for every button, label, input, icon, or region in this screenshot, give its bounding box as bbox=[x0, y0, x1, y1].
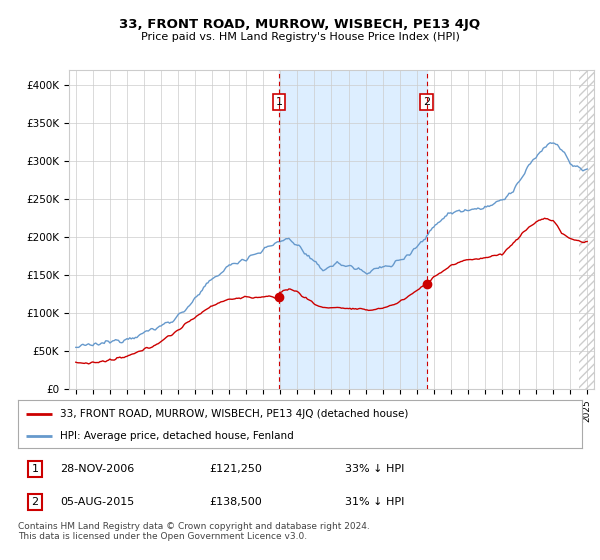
Text: £121,250: £121,250 bbox=[210, 464, 263, 474]
Text: 31% ↓ HPI: 31% ↓ HPI bbox=[345, 497, 404, 507]
Text: 1: 1 bbox=[31, 464, 38, 474]
Text: 2: 2 bbox=[423, 97, 430, 107]
Text: 05-AUG-2015: 05-AUG-2015 bbox=[60, 497, 134, 507]
Text: HPI: Average price, detached house, Fenland: HPI: Average price, detached house, Fenl… bbox=[60, 431, 294, 441]
Bar bbox=[578, 70, 594, 389]
Bar bbox=[279, 70, 427, 389]
Text: 28-NOV-2006: 28-NOV-2006 bbox=[60, 464, 134, 474]
Text: 1: 1 bbox=[275, 97, 283, 107]
Text: 33% ↓ HPI: 33% ↓ HPI bbox=[345, 464, 404, 474]
Text: Price paid vs. HM Land Registry's House Price Index (HPI): Price paid vs. HM Land Registry's House … bbox=[140, 32, 460, 43]
Bar bbox=[578, 70, 594, 389]
Text: 2: 2 bbox=[31, 497, 38, 507]
Text: 33, FRONT ROAD, MURROW, WISBECH, PE13 4JQ: 33, FRONT ROAD, MURROW, WISBECH, PE13 4J… bbox=[119, 18, 481, 31]
Text: 33, FRONT ROAD, MURROW, WISBECH, PE13 4JQ (detached house): 33, FRONT ROAD, MURROW, WISBECH, PE13 4J… bbox=[60, 409, 409, 419]
Text: Contains HM Land Registry data © Crown copyright and database right 2024.
This d: Contains HM Land Registry data © Crown c… bbox=[18, 522, 370, 542]
Text: £138,500: £138,500 bbox=[210, 497, 263, 507]
